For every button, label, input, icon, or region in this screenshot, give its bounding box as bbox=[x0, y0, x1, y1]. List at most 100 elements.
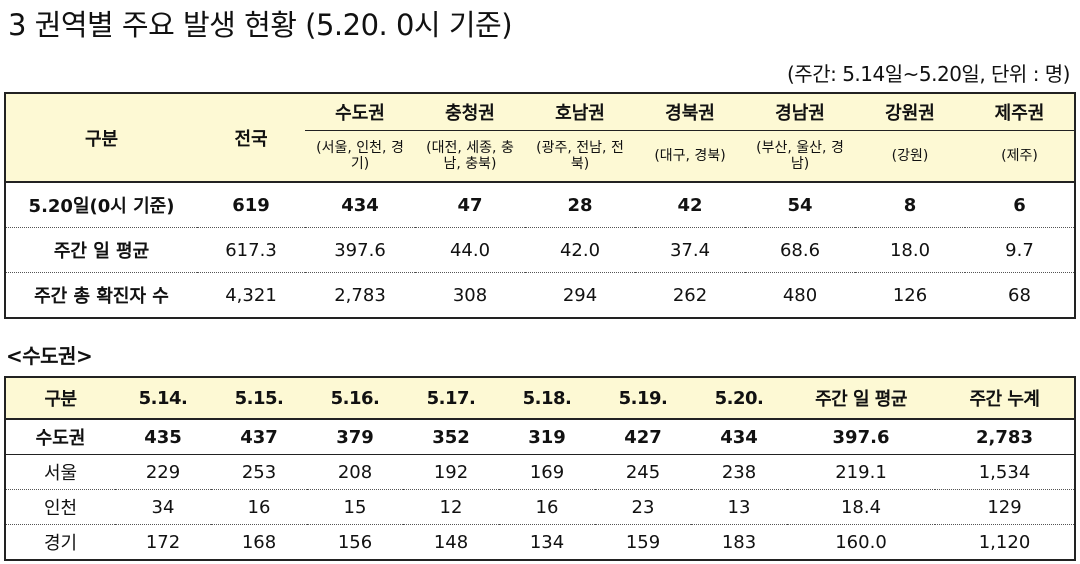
table-cell: 1,120 bbox=[935, 524, 1075, 560]
table-cell: 617.3 bbox=[197, 227, 305, 273]
table-cell: 4,321 bbox=[197, 272, 305, 318]
table-cell: 172 bbox=[115, 524, 211, 560]
row-label: 경기 bbox=[5, 524, 115, 560]
table-cell: 219.1 bbox=[787, 454, 935, 490]
row-label: 인천 bbox=[5, 489, 115, 525]
column-header: 5.16. bbox=[307, 377, 403, 419]
table-cell: 2,783 bbox=[935, 418, 1075, 455]
table-cell: 435 bbox=[115, 418, 211, 455]
table-cell: 34 bbox=[115, 489, 211, 525]
table-cell: 262 bbox=[635, 272, 745, 318]
table-cell: 183 bbox=[691, 524, 787, 560]
table-row: 주간 일 평균 617.3 397.6 44.0 42.0 37.4 68.6 … bbox=[5, 227, 1075, 273]
header-region: 수도권 bbox=[305, 93, 415, 131]
row-label: 5.20일(0시 기준) bbox=[5, 181, 197, 228]
table-row: 서울 229 253 208 192 169 245 238 219.1 1,5… bbox=[5, 454, 1075, 490]
table-cell: 308 bbox=[415, 272, 525, 318]
table-cell: 159 bbox=[595, 524, 691, 560]
section-title: <수도권> bbox=[6, 344, 93, 368]
table-cell: 427 bbox=[595, 418, 691, 455]
table-cell: 319 bbox=[499, 418, 595, 455]
table-cell: 168 bbox=[211, 524, 307, 560]
row-label: 수도권 bbox=[5, 418, 115, 455]
header-region-sub: (광주, 전남, 전북) bbox=[525, 130, 635, 182]
column-header: 5.17. bbox=[403, 377, 499, 419]
table-cell: 68 bbox=[965, 272, 1075, 318]
table-cell: 8 bbox=[855, 181, 965, 228]
column-header: 구분 bbox=[5, 377, 115, 419]
table-cell: 9.7 bbox=[965, 227, 1075, 273]
table-cell: 379 bbox=[307, 418, 403, 455]
header-region-sub: (강원) bbox=[855, 130, 965, 182]
table-cell: 208 bbox=[307, 454, 403, 490]
header-region: 충청권 bbox=[415, 93, 525, 131]
table-cell: 352 bbox=[403, 418, 499, 455]
table-cell: 434 bbox=[691, 418, 787, 455]
table-cell: 156 bbox=[307, 524, 403, 560]
table-cell: 434 bbox=[305, 181, 415, 228]
row-label: 주간 일 평균 bbox=[5, 227, 197, 273]
header-region: 경북권 bbox=[635, 93, 745, 131]
table-cell: 480 bbox=[745, 272, 855, 318]
page-title: 3 권역별 주요 발생 현황 (5.20. 0시 기준) bbox=[8, 8, 513, 42]
table-cell: 16 bbox=[211, 489, 307, 525]
header-nation: 전국 bbox=[197, 93, 305, 182]
header-region: 호남권 bbox=[525, 93, 635, 131]
table-cell: 126 bbox=[855, 272, 965, 318]
table-cell: 47 bbox=[415, 181, 525, 228]
column-header: 5.20. bbox=[691, 377, 787, 419]
table-cell: 23 bbox=[595, 489, 691, 525]
regional-summary-table: 구분 전국 수도권 충청권 호남권 경북권 경남권 강원권 제주권 (서울, 인… bbox=[4, 92, 1076, 319]
column-header: 5.14. bbox=[115, 377, 211, 419]
table-cell: 42 bbox=[635, 181, 745, 228]
table-row: 주간 총 확진자 수 4,321 2,783 308 294 262 480 1… bbox=[5, 272, 1075, 318]
table-cell: 16 bbox=[499, 489, 595, 525]
table-cell: 28 bbox=[525, 181, 635, 228]
header-region-sub: (서울, 인천, 경기) bbox=[305, 130, 415, 182]
column-header: 주간 누계 bbox=[935, 377, 1075, 419]
table-cell: 169 bbox=[499, 454, 595, 490]
period-note: (주간: 5.14일~5.20일, 단위 : 명) bbox=[787, 62, 1071, 86]
header-region: 강원권 bbox=[855, 93, 965, 131]
table-header-row: 구분 5.14. 5.15. 5.16. 5.17. 5.18. 5.19. 5… bbox=[5, 377, 1075, 419]
table-row: 경기 172 168 156 148 134 159 183 160.0 1,1… bbox=[5, 524, 1075, 560]
table-cell: 253 bbox=[211, 454, 307, 490]
header-category: 구분 bbox=[5, 93, 197, 182]
table-cell: 294 bbox=[525, 272, 635, 318]
table-cell: 6 bbox=[965, 181, 1075, 228]
row-label: 서울 bbox=[5, 454, 115, 490]
header-region-sub: (부산, 울산, 경남) bbox=[745, 130, 855, 182]
table-cell: 245 bbox=[595, 454, 691, 490]
table-cell: 54 bbox=[745, 181, 855, 228]
capital-area-daily-table: 구분 5.14. 5.15. 5.16. 5.17. 5.18. 5.19. 5… bbox=[4, 376, 1076, 561]
table-cell: 12 bbox=[403, 489, 499, 525]
header-region-sub: (제주) bbox=[965, 130, 1075, 182]
table-row: 5.20일(0시 기준) 619 434 47 28 42 54 8 6 bbox=[5, 181, 1075, 228]
table-cell: 437 bbox=[211, 418, 307, 455]
table-cell: 134 bbox=[499, 524, 595, 560]
table-cell: 192 bbox=[403, 454, 499, 490]
table-cell: 18.4 bbox=[787, 489, 935, 525]
table-cell: 1,534 bbox=[935, 454, 1075, 490]
table-cell: 238 bbox=[691, 454, 787, 490]
column-header: 주간 일 평균 bbox=[787, 377, 935, 419]
table-cell: 18.0 bbox=[855, 227, 965, 273]
table-cell: 37.4 bbox=[635, 227, 745, 273]
table-cell: 68.6 bbox=[745, 227, 855, 273]
table-cell: 2,783 bbox=[305, 272, 415, 318]
column-header: 5.19. bbox=[595, 377, 691, 419]
column-header: 5.15. bbox=[211, 377, 307, 419]
table-cell: 44.0 bbox=[415, 227, 525, 273]
table-cell: 229 bbox=[115, 454, 211, 490]
table-row: 수도권 435 437 379 352 319 427 434 397.6 2,… bbox=[5, 418, 1075, 455]
header-region: 제주권 bbox=[965, 93, 1075, 131]
table-cell: 397.6 bbox=[787, 418, 935, 455]
header-region-sub: (대구, 경북) bbox=[635, 130, 745, 182]
table-cell: 619 bbox=[197, 181, 305, 228]
header-region-sub: (대전, 세종, 충남, 충북) bbox=[415, 130, 525, 182]
table-cell: 42.0 bbox=[525, 227, 635, 273]
table-cell: 148 bbox=[403, 524, 499, 560]
row-label: 주간 총 확진자 수 bbox=[5, 272, 197, 318]
column-header: 5.18. bbox=[499, 377, 595, 419]
table-cell: 160.0 bbox=[787, 524, 935, 560]
